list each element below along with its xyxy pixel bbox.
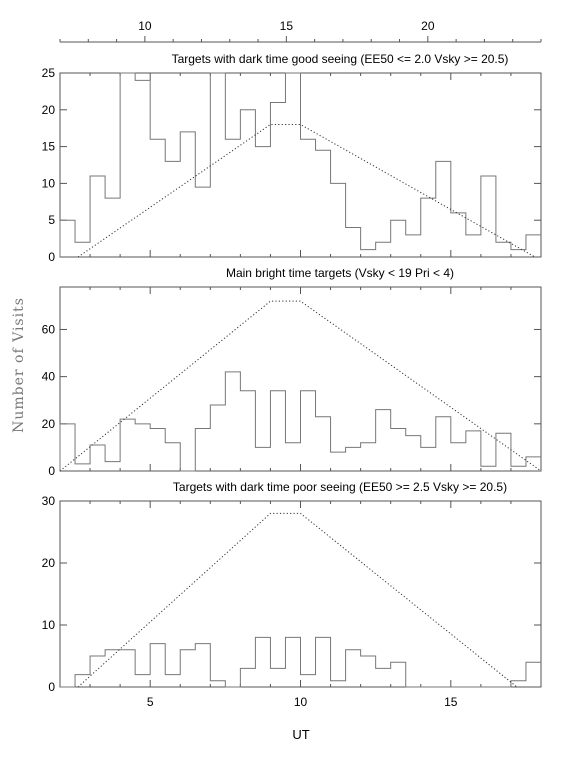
y-tick-label: 0 [48, 250, 55, 264]
model-line [77, 512, 518, 688]
x-axis-label: UT [292, 727, 309, 742]
y-tick-label: 40 [42, 370, 56, 384]
y-axis-label: Number of Visits [11, 297, 27, 433]
bottom-axis-labels: 5 10 15 [147, 695, 458, 709]
panel-2: Main bright time targets (Vsky < 19 Pri … [42, 266, 542, 478]
panel-1: Targets with dark time good seeing (EE50… [42, 52, 542, 264]
y-tick-label: 5 [48, 213, 55, 227]
y-tick-label: 20 [42, 103, 56, 117]
y-tick-label: 15 [42, 140, 56, 154]
y-tick-label: 20 [42, 417, 56, 431]
top-axis-tick-label: 10 [138, 19, 152, 33]
top-axis-tick-label: 15 [280, 19, 294, 33]
y-tick-label: 60 [42, 322, 56, 336]
panel-title: Main bright time targets (Vsky < 19 Pri … [226, 266, 454, 280]
y-tick-label: 0 [48, 464, 55, 478]
y-tick-label: 10 [42, 618, 56, 632]
x-tick-label: 10 [294, 695, 308, 709]
panel-frame [59, 286, 542, 472]
y-tick-label: 0 [48, 680, 55, 694]
model-line [77, 124, 536, 258]
panels-group: Targets with dark time good seeing (EE50… [42, 52, 542, 709]
y-tick-label: 20 [42, 556, 56, 570]
y-tick-label: 25 [42, 66, 56, 80]
y-tick-label: 30 [42, 494, 56, 508]
panel-3: Targets with dark time poor seeing (EE50… [42, 480, 542, 694]
top-axis-tick-label: 20 [421, 19, 435, 33]
x-tick-label: 5 [147, 695, 154, 709]
panel-title: Targets with dark time poor seeing (EE50… [173, 480, 507, 494]
histogram-series [60, 636, 541, 688]
panel-title: Targets with dark time good seeing (EE50… [172, 52, 509, 66]
x-tick-label: 15 [444, 695, 458, 709]
histogram-series [59, 371, 541, 472]
y-tick-label: 10 [42, 176, 56, 190]
model-line [59, 300, 542, 472]
histogram-series [59, 72, 541, 257]
top-ut-axis: 10 15 20 [59, 19, 542, 43]
